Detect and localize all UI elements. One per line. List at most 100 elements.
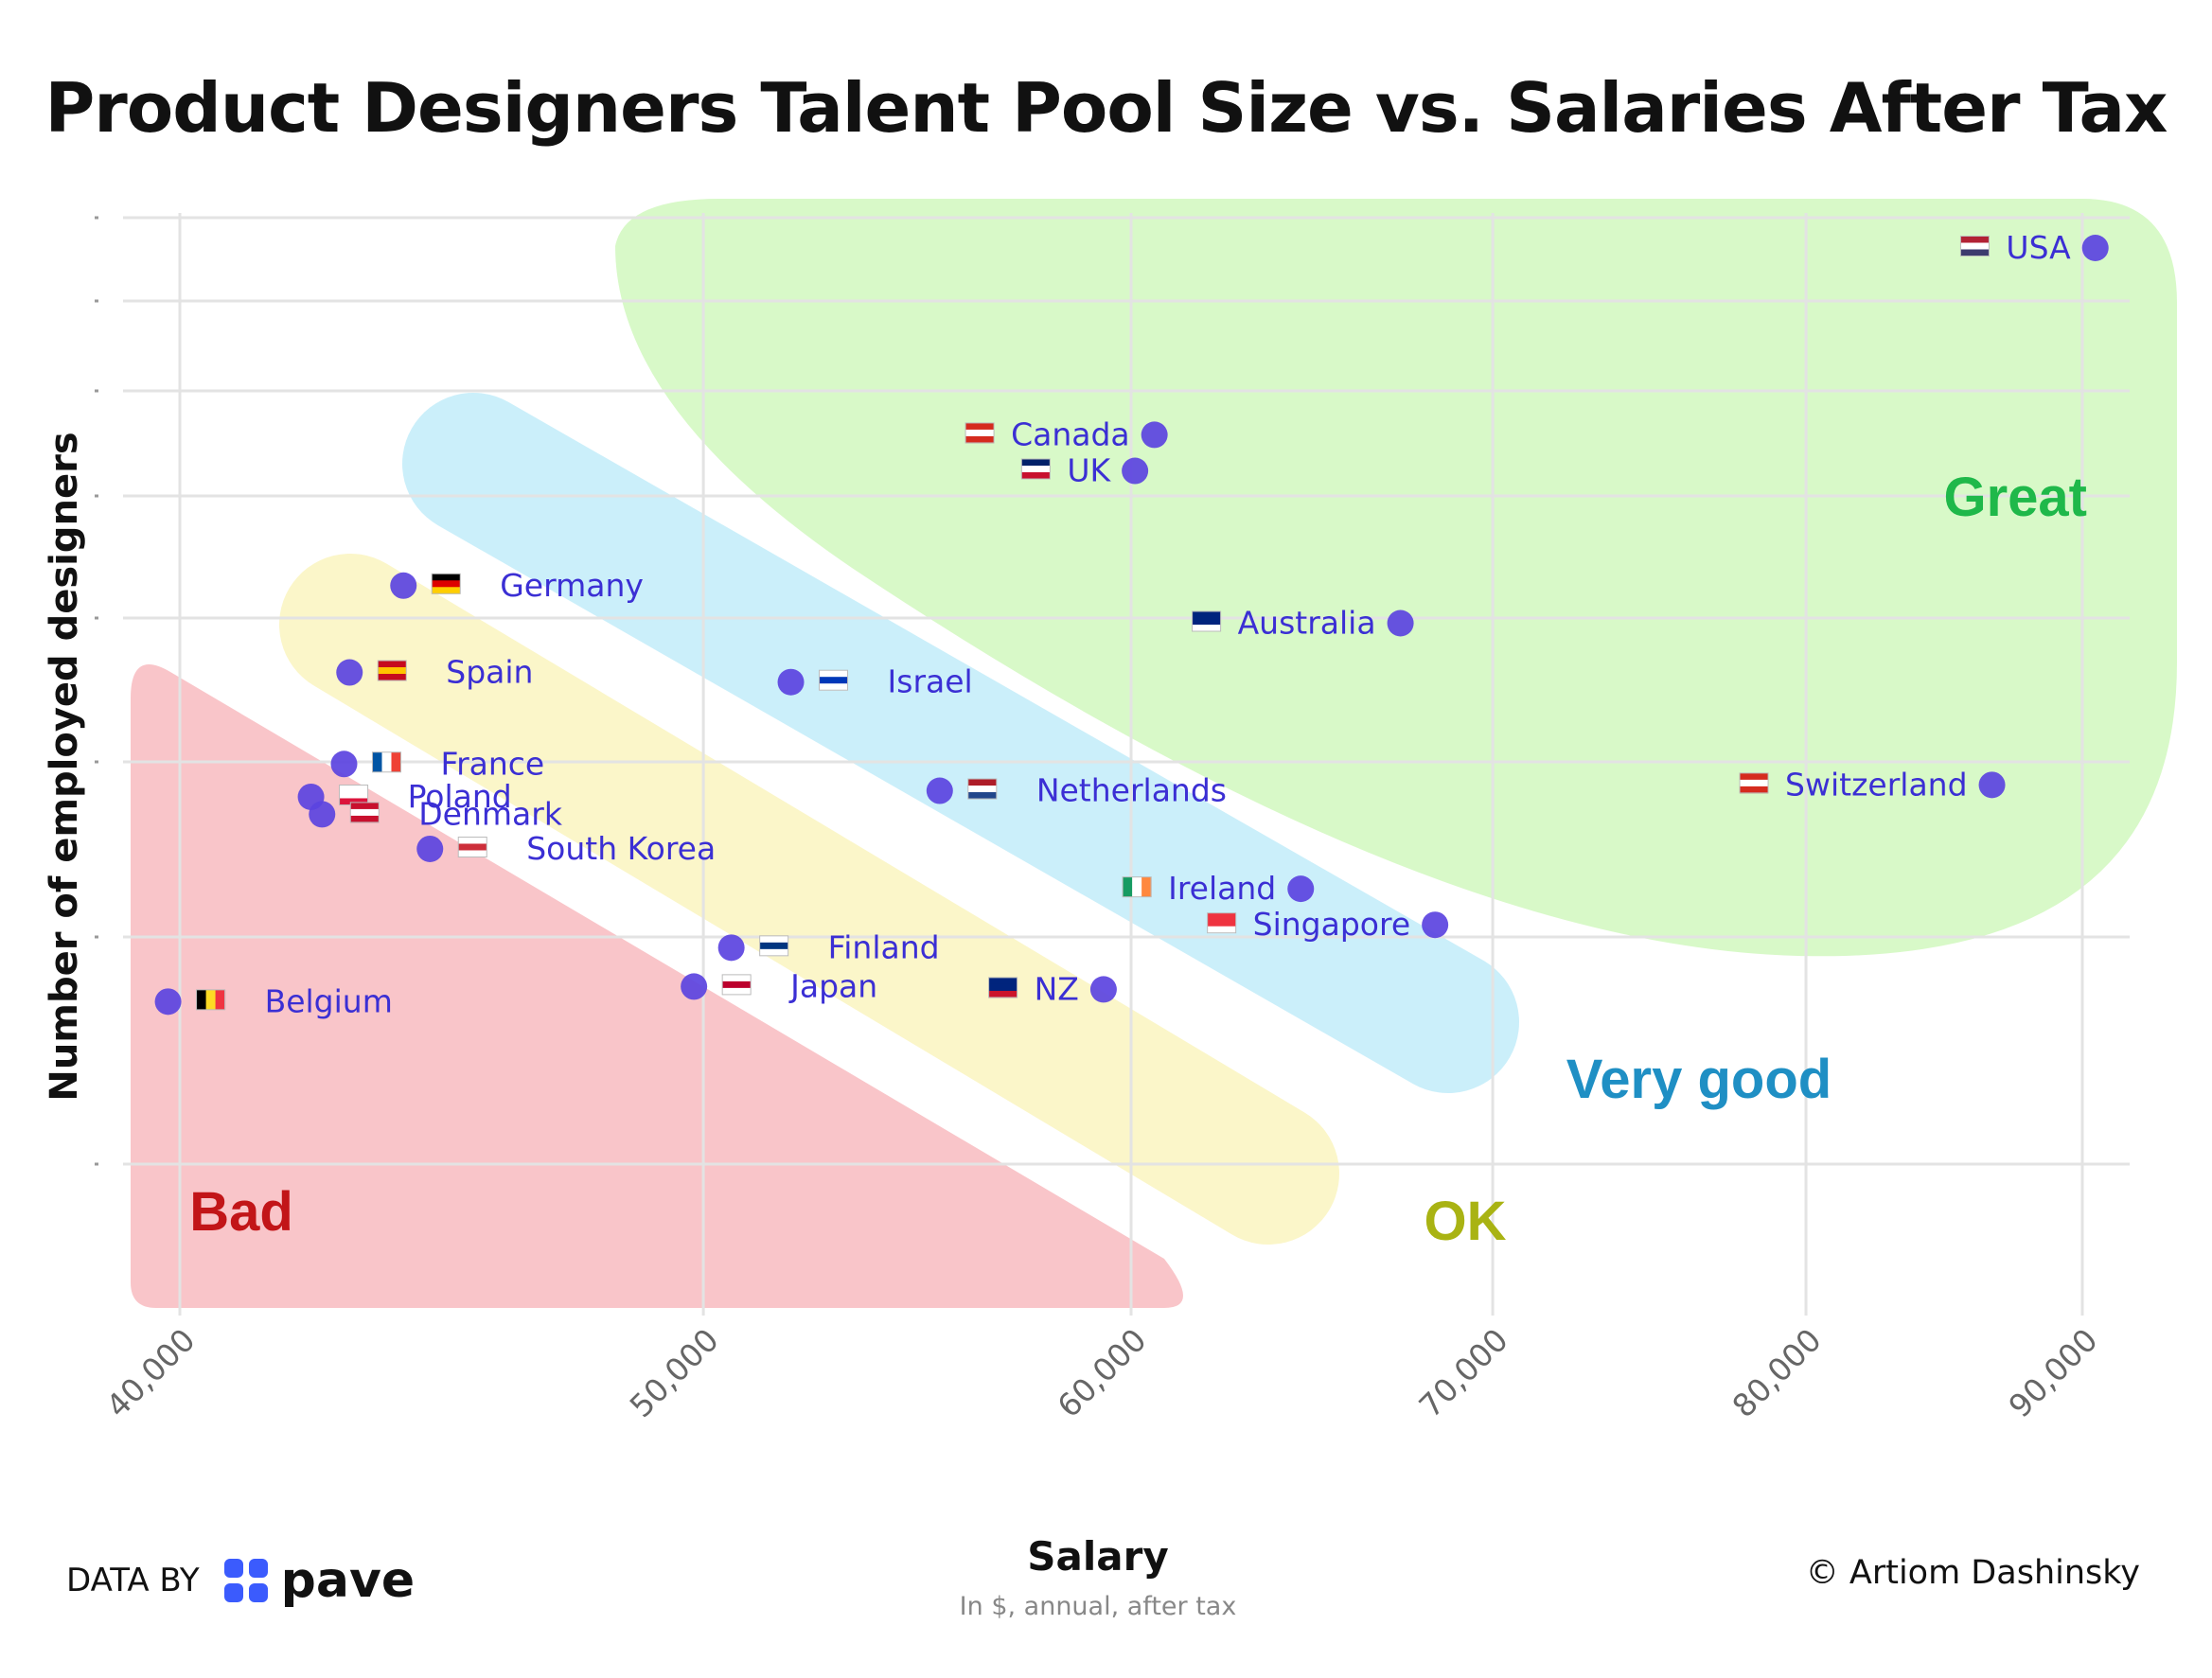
x-tick-label: 40,000 [98,1321,202,1424]
point-belgium: Belgium [154,982,393,1019]
x-axis: 40,000 50,000 60,000 70,000 80,000 90,000 [98,1321,2104,1424]
be-flag-icon [196,989,226,1011]
data-point [390,572,417,599]
point-switzerland: Switzerland [1739,766,2006,803]
point-label: Denmark [418,795,563,832]
point-label: South Korea [526,830,716,867]
x-axis-label: Salary [1027,1533,1169,1580]
chart-title: Product Designers Talent Pool Size vs. S… [44,68,2168,148]
point-label: Israel [888,663,973,700]
x-tick-label: 60,000 [1050,1321,1153,1424]
author-credit: © Artiom Dashinsky [1805,1554,2140,1592]
ca-flag-icon [964,422,995,444]
point-label: Spain [446,654,533,691]
point-netherlands: Netherlands [926,772,1227,809]
point-finland: Finland [717,928,940,965]
point-south-korea: South Korea [416,830,716,867]
point-canada: Canada [964,415,1168,452]
jp-flag-icon [721,974,752,996]
point-australia: Australia [1192,605,1414,642]
dk-flag-icon [349,802,380,823]
data-point [1387,609,1414,637]
x-tick-label: 70,000 [1412,1321,1515,1424]
point-label: Germany [500,567,644,604]
data-point [309,801,336,828]
y-axis-label: Number of employed designers [43,432,86,1102]
de-flag-icon [431,573,461,594]
data-point [1141,421,1168,449]
data-point [681,973,708,1000]
point-nz: NZ [988,970,1117,1007]
point-label: Belgium [265,982,393,1019]
region-great [615,199,2177,957]
pave-logo-icon [223,1559,268,1602]
point-label: Poland [408,778,512,815]
ch-flag-icon [1739,772,1769,794]
fr-flag-icon [371,751,401,773]
point-label: Singapore [1253,906,1410,943]
point-denmark: Denmark [309,795,563,832]
region-label-great: Great [1943,467,2087,528]
data-point [416,835,444,862]
region-very-good [402,393,1519,1093]
point-label: Switzerland [1785,766,1968,803]
x-axis-sublabel: In $, annual, after tax [959,1592,1237,1621]
region-label-very-good: Very good [1566,1049,1832,1110]
point-spain: Spain [336,654,533,691]
data-point [330,751,358,778]
region-label-bad: Bad [189,1181,293,1243]
gb-flag-icon [1020,458,1051,480]
x-tick-label: 50,000 [623,1321,726,1424]
point-label: Japan [788,967,877,1004]
data-point [1422,911,1449,939]
region-layer [131,199,2177,1308]
point-label: Ireland [1168,870,1276,907]
ie-flag-icon [1122,876,1152,898]
point-singapore: Singapore [1207,906,1449,943]
point-label: NZ [1035,970,1079,1007]
point-germany: Germany [390,567,644,604]
point-label: Finland [828,928,940,965]
nl-flag-icon [967,778,998,800]
data-point [1287,875,1315,903]
x-tick-label: 90,000 [2001,1321,2104,1424]
data-point [926,777,953,804]
data-point [1122,457,1149,485]
point-label: Canada [1011,415,1130,452]
point-label: USA [2006,229,2071,266]
data-point [1978,771,2006,799]
point-japan: Japan [681,967,877,1004]
es-flag-icon [377,660,407,681]
data-point [1089,976,1117,1003]
us-flag-icon [1959,236,1990,256]
grid-layer [95,213,2130,1316]
point-usa: USA [1959,229,2109,266]
point-ireland: Ireland [1122,870,1315,907]
point-label: UK [1067,452,1111,489]
nz-flag-icon [988,977,1018,998]
point-poland: Poland [297,778,512,815]
point-label: Netherlands [1036,772,1227,809]
point-uk: UK [1020,452,1149,489]
region-label-ok: OK [1425,1191,1507,1252]
data-point [336,659,363,686]
au-flag-icon [1192,610,1222,632]
pave-logo-text: pave [280,1552,416,1609]
data-point [154,988,182,1016]
fi-flag-icon [759,935,789,957]
sg-flag-icon [1207,912,1237,934]
region-ok [279,554,1339,1245]
data-source: DATA BY pave [66,1552,415,1609]
point-label: France [440,745,544,782]
x-tick-label: 80,000 [1725,1321,1828,1424]
data-point [717,934,745,962]
region-bad [131,663,1183,1308]
point-israel: Israel [777,663,973,700]
il-flag-icon [819,669,849,691]
region-labels: Great Very good OK Bad [189,467,2087,1252]
kr-flag-icon [457,836,487,857]
data-point [777,668,805,696]
point-label: Australia [1238,605,1376,642]
